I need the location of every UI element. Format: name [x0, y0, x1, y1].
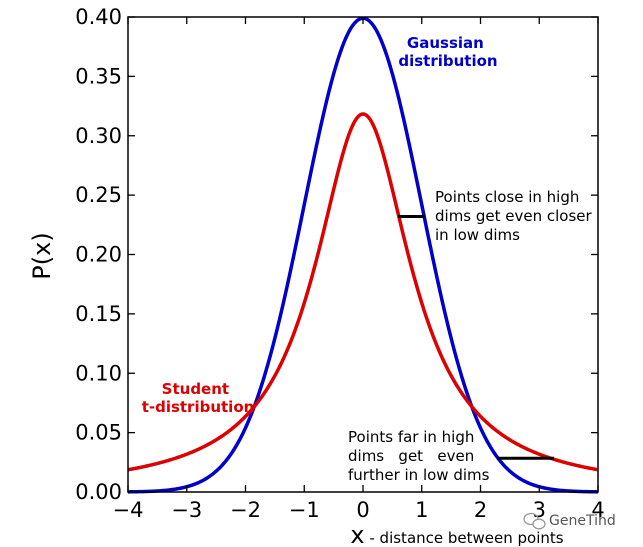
series-line-gaussian — [127, 16, 599, 494]
annotation-close-line-1: Points close in high — [435, 188, 579, 206]
annotation-lines — [398, 215, 554, 460]
y-tick-label: 0.15 — [75, 302, 122, 326]
x-axis-label-suffix: - distance between points — [365, 529, 564, 547]
x-tick-label: 1 — [415, 498, 428, 522]
annotation-close: Points close in high dims get even close… — [435, 188, 596, 244]
watermark-text: GeneTind — [549, 513, 616, 529]
tick-labels: −4 −3 −2 −1 0 1 2 3 4 0.00 0.05 0.10 0.15 0.20 0.25 0.3… — [75, 5, 604, 522]
student-label-line-1: Student — [162, 380, 229, 398]
x-tick-label: −2 — [230, 498, 261, 522]
y-tick-label: 0.25 — [75, 183, 122, 207]
annotation-close-line-2: dims get even closer — [435, 207, 593, 225]
series-line-student-t — [127, 112, 599, 472]
x-axis-label-main: x — [350, 521, 364, 547]
gaussian-label-line-2: distribution — [398, 52, 497, 70]
y-tick-label: 0.20 — [75, 243, 122, 267]
x-tick-label: 2 — [474, 498, 487, 522]
y-tick-label: 0.05 — [75, 421, 122, 445]
watermark: GeneTind — [523, 512, 616, 530]
y-tick-label: 0.30 — [75, 124, 122, 148]
y-tick-label: 0.00 — [75, 480, 122, 504]
gaussian-label: Gaussian distribution — [398, 34, 497, 70]
y-tick-label: 0.40 — [75, 5, 122, 29]
x-tick-label: −3 — [171, 498, 202, 522]
gaussian-label-line-1: Gaussian — [407, 34, 484, 52]
curves — [127, 16, 599, 494]
x-tick-label: 4 — [591, 498, 604, 522]
annotation-close-line-3: in low dims — [435, 226, 520, 244]
plot-frame — [127, 16, 599, 493]
y-tick-label: 0.35 — [75, 64, 122, 88]
x-axis-label: x - distance between points — [350, 521, 563, 547]
x-tick-label: 0 — [356, 498, 369, 522]
annotation-far-line-2: dims get even — [348, 447, 474, 465]
y-axis-label: P(x) — [28, 232, 56, 279]
x-tick-label: 3 — [533, 498, 546, 522]
x-tick-label: −4 — [113, 498, 144, 522]
x-tick-label: −1 — [289, 498, 320, 522]
y-tick-label: 0.10 — [75, 361, 122, 385]
annotation-far: Points far in high dims get even further… — [348, 428, 490, 484]
axis-ticks — [127, 16, 599, 493]
wechat-icon — [523, 512, 546, 530]
student-label-line-2: t-distribution — [142, 398, 255, 416]
student-label: Student t-distribution — [142, 380, 255, 416]
annotation-far-line-1: Points far in high — [348, 428, 474, 446]
annotation-far-line-3: further in low dims — [348, 466, 490, 484]
